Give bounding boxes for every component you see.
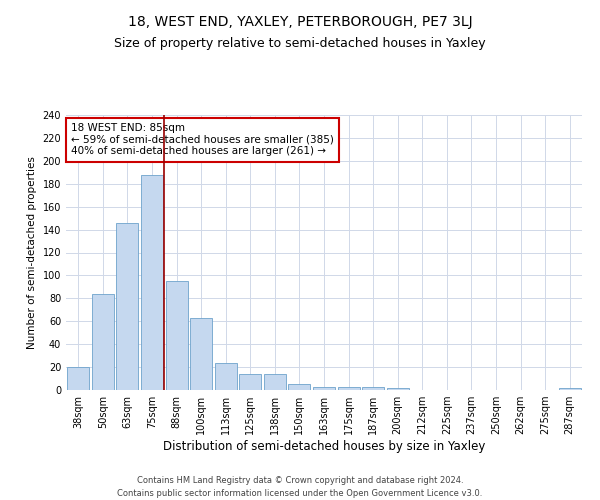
Bar (166, 281, 188, 390)
X-axis label: Distribution of semi-detached houses by size in Yaxley: Distribution of semi-detached houses by … (163, 440, 485, 453)
Text: Contains HM Land Registry data © Crown copyright and database right 2024.
Contai: Contains HM Land Registry data © Crown c… (118, 476, 482, 498)
Text: Size of property relative to semi-detached houses in Yaxley: Size of property relative to semi-detach… (114, 38, 486, 51)
Bar (141, 174, 163, 390)
Bar (67, 367, 89, 390)
Bar (313, 386, 335, 390)
Bar (362, 386, 384, 390)
Text: 18, WEST END, YAXLEY, PETERBOROUGH, PE7 3LJ: 18, WEST END, YAXLEY, PETERBOROUGH, PE7 … (128, 15, 472, 29)
Bar (116, 222, 139, 390)
Y-axis label: Number of semi-detached properties: Number of semi-detached properties (27, 156, 37, 349)
Bar (386, 388, 409, 390)
Text: 18 WEST END: 85sqm
← 59% of semi-detached houses are smaller (385)
40% of semi-d: 18 WEST END: 85sqm ← 59% of semi-detache… (71, 123, 334, 156)
Bar (338, 386, 359, 390)
Bar (559, 388, 581, 390)
Bar (289, 384, 310, 390)
Bar (215, 362, 237, 390)
Bar (92, 294, 114, 390)
Bar (239, 374, 262, 390)
Bar (190, 318, 212, 390)
Bar (264, 374, 286, 390)
